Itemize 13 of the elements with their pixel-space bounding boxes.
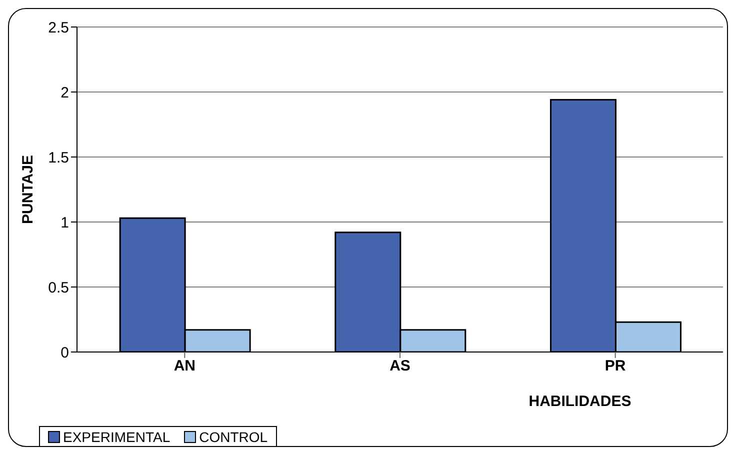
y-tick-label: 1.5: [48, 149, 69, 166]
legend-label: CONTROL: [198, 429, 268, 445]
x-axis-title: HABILIDADES: [528, 393, 632, 410]
y-tick-label: 2.5: [48, 19, 69, 36]
x-tick-label: PR: [604, 358, 626, 375]
y-tick-label: 0.5: [48, 279, 69, 296]
y-tick-label: 2: [60, 84, 69, 102]
x-tick-label: AN: [174, 358, 196, 375]
y-axis-title: PUNTAJE: [19, 155, 36, 224]
y-tick-label: 0: [60, 344, 69, 362]
x-tick-label: AS: [390, 358, 410, 375]
legend-label: EXPERIMENTAL: [62, 429, 170, 445]
y-tick-label: 1: [60, 214, 69, 232]
